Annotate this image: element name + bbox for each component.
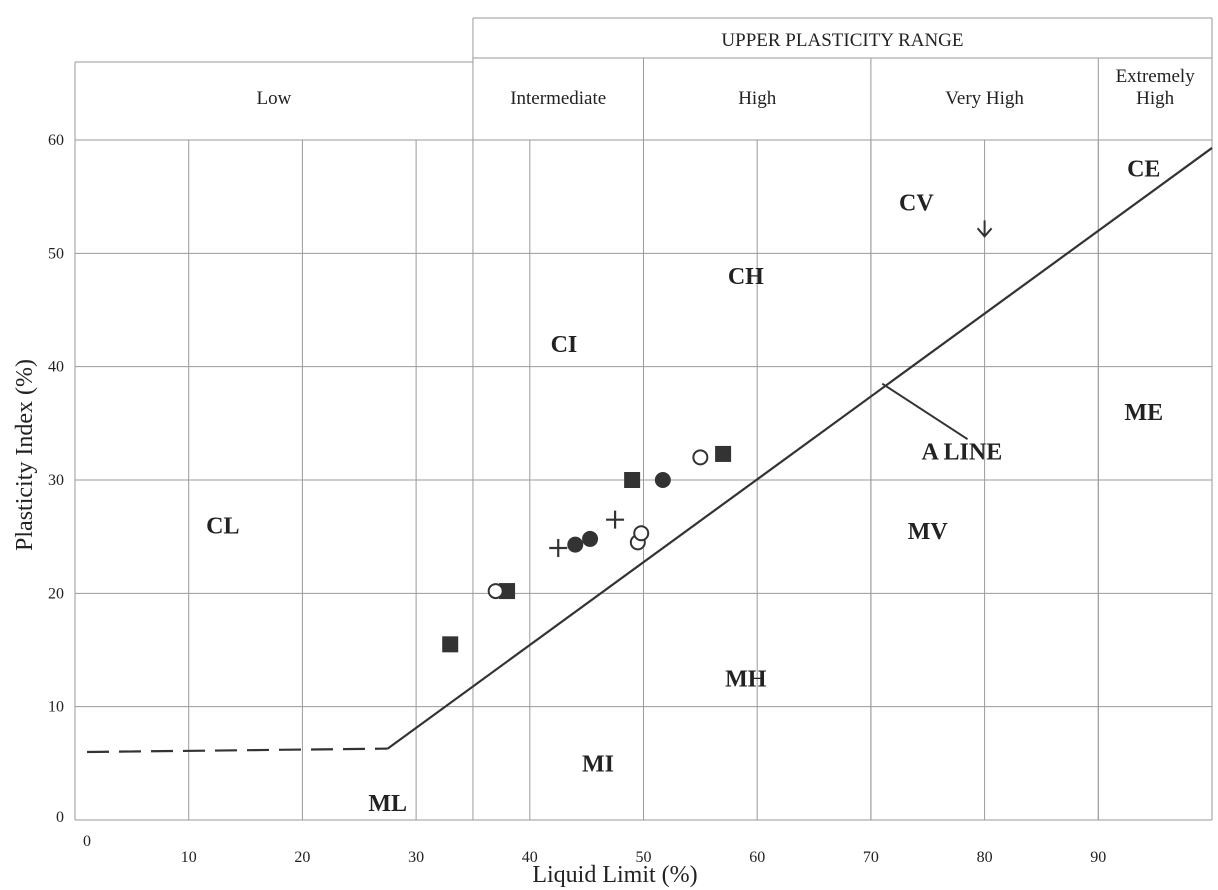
zone-label: A LINE	[922, 440, 1003, 466]
zone-label: ML	[368, 791, 407, 817]
zone-label: CI	[551, 332, 578, 358]
a-line	[86, 147, 1213, 754]
x-tick-label: 20	[294, 849, 310, 866]
point-filled-square	[715, 445, 732, 462]
a-line-solid	[387, 147, 1213, 750]
tick-labels: 0 10 20 30 40 50 60 70 80 90 0 10 20 30 40 50 60	[48, 132, 1106, 866]
zone-labels: CL ML CI MI CH MH CV MV CE ME A LINE	[206, 156, 1163, 817]
y-tick-label: 60	[48, 132, 64, 149]
point-filled-circle	[654, 472, 671, 488]
y-tick-label: 0	[56, 809, 64, 826]
band-label: Intermediate	[510, 88, 606, 109]
point-open-circle	[633, 525, 650, 542]
band-label: Extremely High	[1116, 66, 1196, 109]
zone-label: ME	[1124, 400, 1163, 426]
y-axis-title: Plasticity Index (%)	[12, 359, 38, 551]
x-tick-label: 30	[408, 849, 424, 866]
y-tick-label: 20	[48, 585, 64, 602]
data-points	[442, 445, 732, 653]
zone-label: MI	[582, 751, 614, 777]
upper-range-label: UPPER PLASTICITY RANGE	[721, 30, 963, 51]
point-plus	[549, 539, 568, 557]
point-filled-square	[624, 472, 641, 488]
x-tick-label: 80	[977, 849, 993, 866]
y-tick-label: 30	[48, 472, 64, 489]
band-label-line: Extremely	[1116, 66, 1196, 87]
x-tick-label: 90	[1090, 849, 1106, 866]
x-axis-title: Liquid Limit (%)	[532, 862, 697, 888]
zone-label: MV	[908, 519, 949, 545]
x-tick-label: 50	[636, 849, 652, 866]
arrow-icon	[976, 220, 993, 238]
y-tick-label: 50	[48, 245, 64, 262]
x-tick-label: 10	[181, 849, 197, 866]
x-tick-label: 40	[522, 849, 538, 866]
point-filled-circle	[582, 530, 599, 547]
zone-label: CE	[1127, 156, 1160, 182]
zone-label: CL	[206, 513, 239, 539]
band-label: High	[738, 88, 777, 109]
band-label-line: High	[1136, 88, 1175, 109]
band-label: Very High	[945, 88, 1024, 109]
range-header: UPPER PLASTICITY RANGE Low Intermediate Hig…	[75, 17, 1212, 820]
point-filled-square	[442, 636, 459, 653]
band-label: Low	[257, 88, 292, 109]
y-tick-label: 10	[48, 699, 64, 716]
x-tick-label: 70	[863, 849, 879, 866]
a-line-leader	[881, 382, 969, 441]
point-open-circle	[692, 449, 709, 466]
point-filled-circle	[567, 536, 584, 553]
x-tick-label: 60	[749, 849, 765, 866]
point-filled-square	[499, 583, 516, 600]
a-line-dashed	[86, 747, 388, 754]
zone-label: CV	[899, 190, 934, 216]
zone-label: CH	[728, 264, 764, 290]
zone-label: MH	[725, 666, 767, 692]
point-open-circle	[487, 583, 504, 600]
x-tick-label: 0	[83, 833, 91, 850]
point-plus	[606, 510, 625, 529]
y-tick-label: 40	[48, 359, 64, 376]
